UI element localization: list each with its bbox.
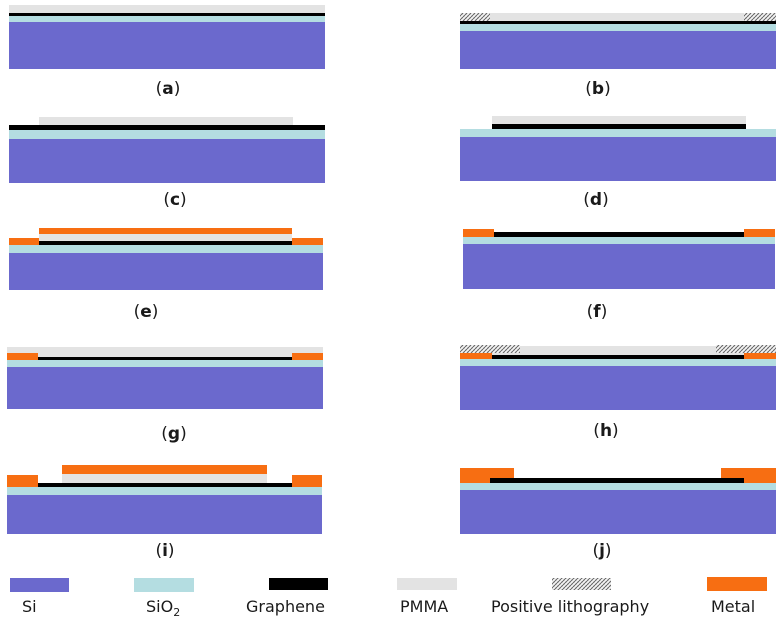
panel-h [460,345,776,410]
legend-label-si: Si [22,597,37,616]
sio2-layer [9,16,325,22]
metal-pad-left [7,475,38,487]
pmma-layer [9,5,325,13]
panel-i [7,465,322,534]
legend-label-metal: Metal [711,597,755,616]
sio2-layer [460,24,776,31]
legend-swatch-metal [707,577,767,591]
graphene-layer [494,232,744,237]
si-substrate [463,244,775,289]
caption-d: (d) [583,190,608,210]
legend-swatch-sio2 [134,578,194,592]
caption-g: (g) [161,424,186,444]
si-substrate [7,367,323,409]
metal-pad-right [744,229,775,237]
legend-swatch-lithography [552,578,611,590]
pmma-layer [460,346,776,353]
metal-pad-right [292,238,323,245]
si-substrate [460,490,776,534]
pmma-middle [492,352,744,355]
caption-f: (f) [587,302,608,322]
panel-g [7,347,323,409]
sio2-layer [9,245,323,253]
graphene-layer [490,478,744,483]
lithography-right [744,13,776,21]
legend-label-graphene: Graphene [246,597,325,616]
sio2-layer [460,129,776,137]
si-substrate [9,22,325,69]
panel-b [460,13,776,69]
legend-swatch-graphene [269,578,328,590]
graphene-layer [9,125,325,130]
graphene-layer [9,13,325,16]
si-substrate [9,253,323,290]
metal-top [39,228,292,234]
metal-pad-right [744,352,776,359]
metal-pad-right [292,353,323,360]
legend-swatch-pmma [397,578,457,590]
panel-c [9,117,325,183]
pmma-layer [62,474,267,483]
metal-pad-left [7,353,38,360]
graphene-layer [492,355,744,359]
graphene-layer [38,357,292,360]
si-substrate [460,31,776,69]
metal-top [62,465,267,474]
metal-pad-left [9,238,39,245]
caption-b: (b) [585,79,610,99]
caption-h: (h) [593,421,618,441]
legend-swatch-si [10,578,69,592]
sio2-layer [460,359,776,366]
pmma-layer [492,116,746,124]
caption-i: (i) [155,541,174,561]
caption-a: (a) [156,79,181,99]
sio2-layer [7,360,323,367]
legend: Si SiO2 Graphene PMMA Positive lithograp… [10,577,767,619]
legend-label-pmma: PMMA [400,597,448,616]
caption-j: (j) [592,541,611,561]
si-substrate [9,139,325,183]
caption-e: (e) [134,302,159,322]
graphene-layer [39,241,292,245]
lithography-left [460,345,520,353]
graphene-layer [38,483,292,487]
caption-c: (c) [163,190,186,210]
graphene-layer [460,21,776,24]
legend-label-sio2-subscript: 2 [173,606,180,619]
panel-a [9,5,325,69]
metal-pad-left [463,229,494,237]
legend-label-lithography: Positive lithography [491,597,649,616]
lithography-right [716,345,776,353]
pmma-layer [39,117,293,125]
lithography-left [460,13,490,21]
metal-pad-right [292,475,322,487]
si-substrate [460,137,776,181]
graphene-layer [492,124,746,129]
sio2-layer [460,483,776,490]
panel-d [460,116,776,181]
sio2-layer [7,487,322,495]
panel-j [460,468,776,534]
panel-f [463,229,775,289]
si-substrate [460,366,776,410]
metal-pad-left [460,352,492,359]
pmma-layer [490,13,744,21]
pmma-layer [7,347,323,360]
legend-label-sio2: SiO2 [146,597,180,619]
sio2-layer [9,130,325,139]
sio2-layer [463,237,775,244]
pmma-layer [39,234,292,241]
si-substrate [7,495,322,534]
panel-e [9,228,323,290]
